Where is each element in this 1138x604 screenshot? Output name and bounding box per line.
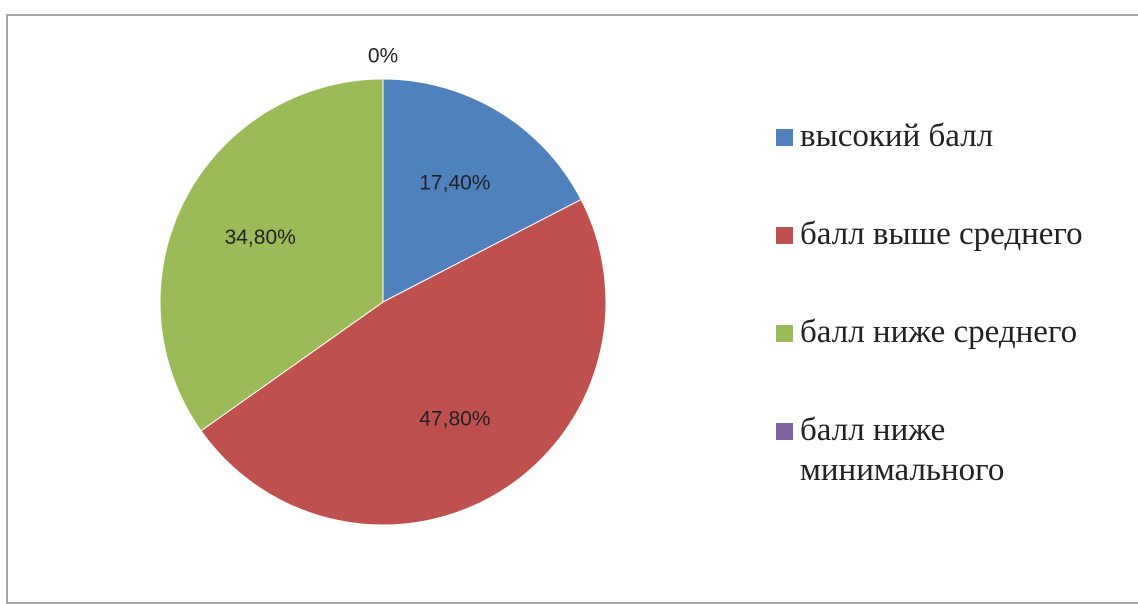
legend-swatch-below-average <box>776 325 793 342</box>
pie-slices <box>159 78 607 526</box>
legend-item-above-average: балл выше среднего <box>776 214 1138 254</box>
data-label-high: 17,40% <box>419 171 490 194</box>
data-label-above-average: 47,80% <box>419 408 490 431</box>
legend-label-below-minimum: балл ниже минимального <box>800 412 1005 488</box>
legend-label-above-average: балл выше среднего <box>800 216 1083 252</box>
legend-item-below-average: балл ниже среднего <box>776 312 1138 352</box>
pie-slice-above-average <box>200 198 607 526</box>
legend: высокий балл балл выше среднего балл ниж… <box>776 116 1138 490</box>
legend-swatch-below-minimum <box>776 423 793 440</box>
data-label-below-minimum: 0% <box>368 45 398 68</box>
pie-chart: 17,40% 47,80% 34,80% 0% <box>159 45 607 526</box>
pie-data-labels: 17,40% 47,80% 34,80% 0% <box>225 45 491 431</box>
legend-swatch-high <box>776 129 793 146</box>
pie-slice-below-average <box>159 78 384 432</box>
legend-label-below-average: балл ниже среднего <box>800 314 1078 350</box>
legend-item-high: высокий балл <box>776 116 1138 156</box>
data-label-below-average: 34,80% <box>225 226 296 249</box>
legend-swatch-above-average <box>776 227 793 244</box>
pie-slice-high <box>382 78 582 303</box>
legend-item-below-minimum: балл ниже минимального <box>776 410 1040 490</box>
legend-label-high: высокий балл <box>800 118 994 154</box>
